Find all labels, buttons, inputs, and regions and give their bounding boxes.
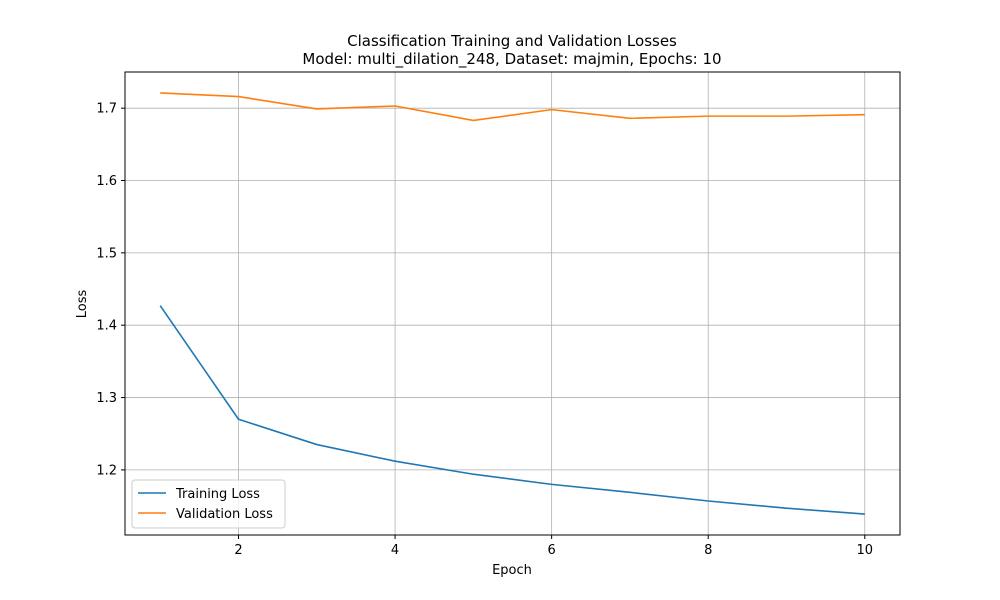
grid bbox=[125, 72, 900, 535]
chart-subtitle: Model: multi_dilation_248, Dataset: majm… bbox=[302, 50, 721, 69]
plot-frame bbox=[124, 71, 901, 536]
legend-box bbox=[131, 479, 286, 529]
y-tick-label: 1.3 bbox=[96, 391, 117, 406]
x-axis-label: Epoch bbox=[492, 563, 532, 578]
x-tick-label: 4 bbox=[391, 543, 399, 558]
validation-loss-line bbox=[160, 92, 865, 122]
x-tick-label: 6 bbox=[548, 543, 556, 558]
x-tick-label: 8 bbox=[704, 543, 712, 558]
y-tick-label: 1.2 bbox=[96, 463, 117, 478]
y-tick-label: 1.5 bbox=[96, 246, 117, 261]
chart-title: Classification Training and Validation L… bbox=[347, 32, 677, 50]
y-axis-ticks: 1.2 1.3 1.4 1.5 1.6 1.7 bbox=[96, 102, 125, 478]
training-loss-line bbox=[159, 305, 865, 515]
legend: Training Loss Validation Loss bbox=[131, 479, 286, 529]
y-tick-label: 1.4 bbox=[96, 319, 117, 334]
legend-training-loss-label: Training Loss bbox=[175, 487, 260, 502]
y-tick-label: 1.6 bbox=[96, 174, 117, 189]
y-tick-label: 1.7 bbox=[96, 102, 117, 117]
series-lines bbox=[159, 92, 865, 515]
y-axis-label: Loss bbox=[75, 290, 90, 319]
x-tick-label: 2 bbox=[234, 543, 242, 558]
legend-validation-loss-label: Validation Loss bbox=[176, 507, 273, 522]
x-axis-ticks: 2 4 6 8 10 bbox=[234, 535, 873, 558]
x-tick-label: 10 bbox=[856, 543, 873, 558]
